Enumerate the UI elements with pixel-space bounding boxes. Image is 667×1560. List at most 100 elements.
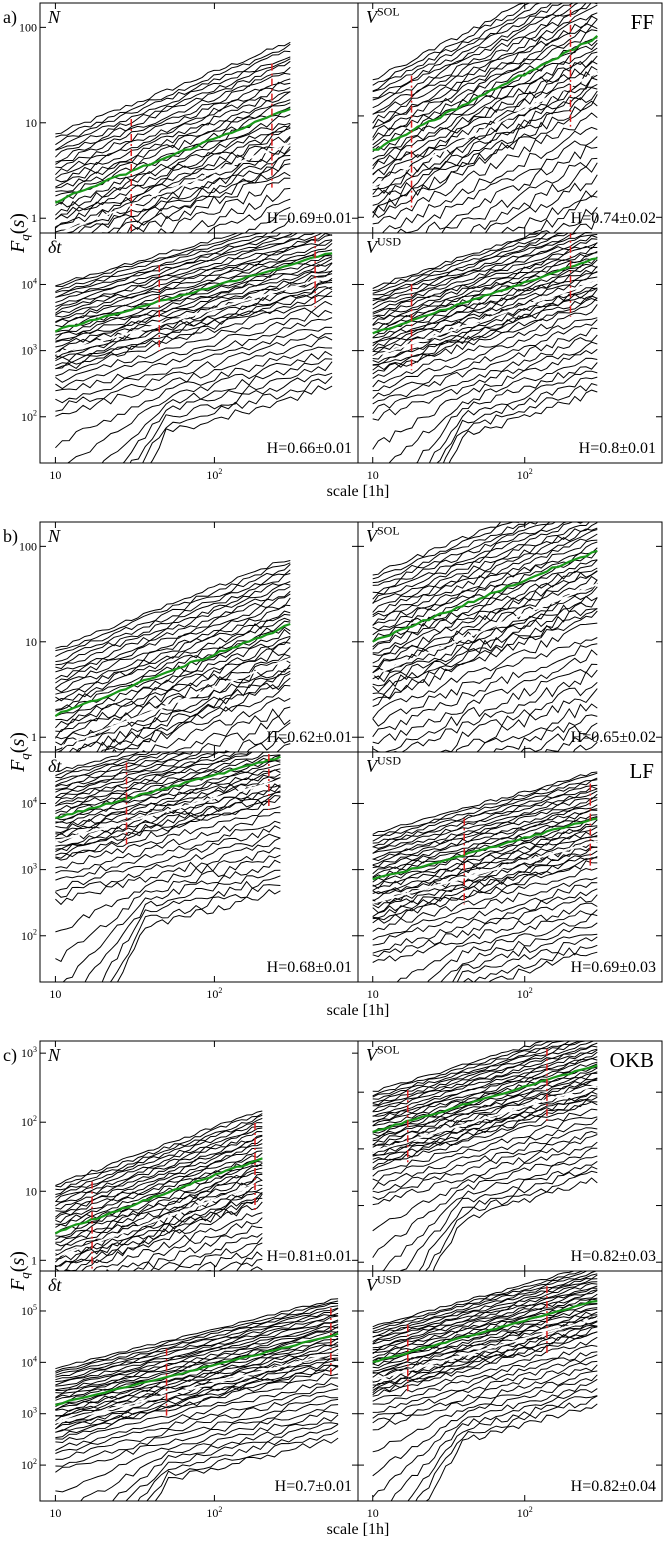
x-tick-label: 10	[49, 987, 61, 1001]
series-curve	[55, 805, 290, 1100]
series-curve	[372, 804, 598, 868]
series-q2-green	[372, 34, 599, 151]
series-curve	[372, 55, 598, 175]
x-tick-label: 10	[367, 468, 379, 482]
series-curve	[372, 1324, 598, 1389]
series-curve	[372, 860, 598, 924]
series-curve	[372, 777, 598, 842]
hurst-exponent-label: H=0.74±0.02	[571, 210, 656, 227]
reference-line	[372, 71, 598, 188]
series-curve	[442, 383, 598, 463]
series-curve	[372, 83, 598, 198]
series-curve	[65, 143, 291, 233]
series-curve	[372, 100, 598, 219]
series-q2-green	[55, 1332, 339, 1407]
series-curve	[55, 1337, 339, 1410]
series-curve	[55, 1373, 339, 1444]
series-curve	[372, 894, 598, 958]
series-curve	[166, 706, 291, 752]
series-curve	[372, 1041, 548, 1092]
hurst-exponent-label: H=0.7±0.01	[275, 1478, 352, 1495]
x-tick-label: 102	[517, 1505, 533, 1520]
series-curve	[372, 1321, 598, 1386]
panel-variable-label: δt	[48, 1275, 62, 1295]
series-curve	[372, 539, 598, 631]
series-curve	[154, 1437, 339, 1501]
x-tick-label: 102	[206, 1505, 222, 1520]
panel-1-4: 10210310410102VUSDH=0.8±0.01	[357, 232, 663, 482]
series-curve	[55, 752, 172, 787]
series-curve	[372, 77, 598, 195]
series-curve	[372, 784, 598, 848]
series-curve	[55, 295, 333, 377]
series-curve	[372, 233, 598, 310]
chart-group-2: 1 10 100 N H=0.62±0.011 10 100 VSOL H=0.65±0.02 1…	[3, 521, 663, 1100]
y-tick-label: 104	[21, 276, 37, 291]
series-curve	[55, 1315, 339, 1387]
series-curve	[55, 837, 281, 906]
plot-area	[372, 522, 598, 752]
series-curve	[101, 875, 281, 982]
series-curve	[55, 1150, 263, 1225]
series-curve	[55, 1113, 263, 1188]
panel-1-1: 1 10 100 N H=0.69±0.01	[19, 2, 359, 234]
series-curve	[428, 370, 598, 463]
series-curve	[55, 114, 291, 208]
series-curve	[148, 177, 291, 233]
series-curve	[372, 663, 598, 752]
panel-variable-label: VSOL	[366, 1042, 400, 1065]
series-curve	[55, 597, 291, 693]
panel-variable-label: VUSD	[366, 1272, 401, 1295]
series-curve	[372, 850, 598, 918]
series-curve	[55, 336, 333, 417]
series-curve	[372, 1360, 598, 1424]
series-q2-green	[372, 549, 598, 643]
panel-variable-label: δt	[48, 756, 62, 776]
series-curve	[415, 1395, 598, 1501]
dataset-label: FF	[631, 10, 654, 34]
series-curve	[55, 1114, 263, 1191]
series-curve	[55, 752, 251, 807]
plot-area	[372, 233, 598, 463]
series-curve	[372, 595, 598, 687]
series-curve	[372, 522, 591, 613]
series-curve	[101, 358, 333, 463]
chart-group-3: 1 10 102 103 N H=0.81±0.011 10 102 103 VSOL H=0.82…	[3, 1040, 663, 1538]
series-curve	[372, 94, 598, 218]
series-curve	[55, 1395, 339, 1467]
series-curve	[206, 198, 291, 233]
reference-line	[372, 1084, 598, 1153]
series-curve	[372, 1378, 598, 1498]
series-curve	[418, 1166, 598, 1271]
series-curve	[452, 933, 598, 982]
group-label: a)	[3, 7, 17, 28]
series-curve	[372, 112, 598, 225]
series-curve	[372, 1147, 598, 1258]
panel-3-2: 110102103VSOLH=0.82±0.03	[357, 1040, 663, 1272]
series-curve	[425, 1403, 598, 1501]
series-curve	[55, 1135, 263, 1212]
hurst-exponent-label: H=0.62±0.01	[267, 729, 352, 746]
chart-group-1: 1 10 100 N H=0.69±0.01 10 100 VSOL H=0.74±0.02 10…	[3, 2, 663, 500]
series-curve	[372, 1087, 598, 1156]
series-curve	[55, 1176, 263, 1257]
series-q2-green	[54, 107, 291, 204]
series-curve	[184, 187, 291, 233]
panel-2-3: 102 103 104 10 102 δt H=0.68±0.01	[21, 751, 359, 1001]
series-curve	[55, 99, 291, 189]
series-curve	[55, 583, 291, 673]
series-curve	[432, 1177, 598, 1271]
series-curve	[372, 3, 553, 93]
plot-area	[372, 3, 599, 233]
x-tick-label: 102	[517, 467, 533, 482]
series-curve	[372, 622, 598, 719]
y-tick-label: 102	[21, 1114, 37, 1129]
series-curve	[149, 1232, 263, 1271]
series-curve	[55, 752, 163, 783]
reference-line	[55, 1181, 263, 1258]
reference-line	[372, 840, 598, 904]
series-curve	[196, 1242, 263, 1271]
series-curve	[55, 653, 291, 746]
series-curve	[372, 855, 598, 921]
series-curve	[372, 522, 598, 616]
